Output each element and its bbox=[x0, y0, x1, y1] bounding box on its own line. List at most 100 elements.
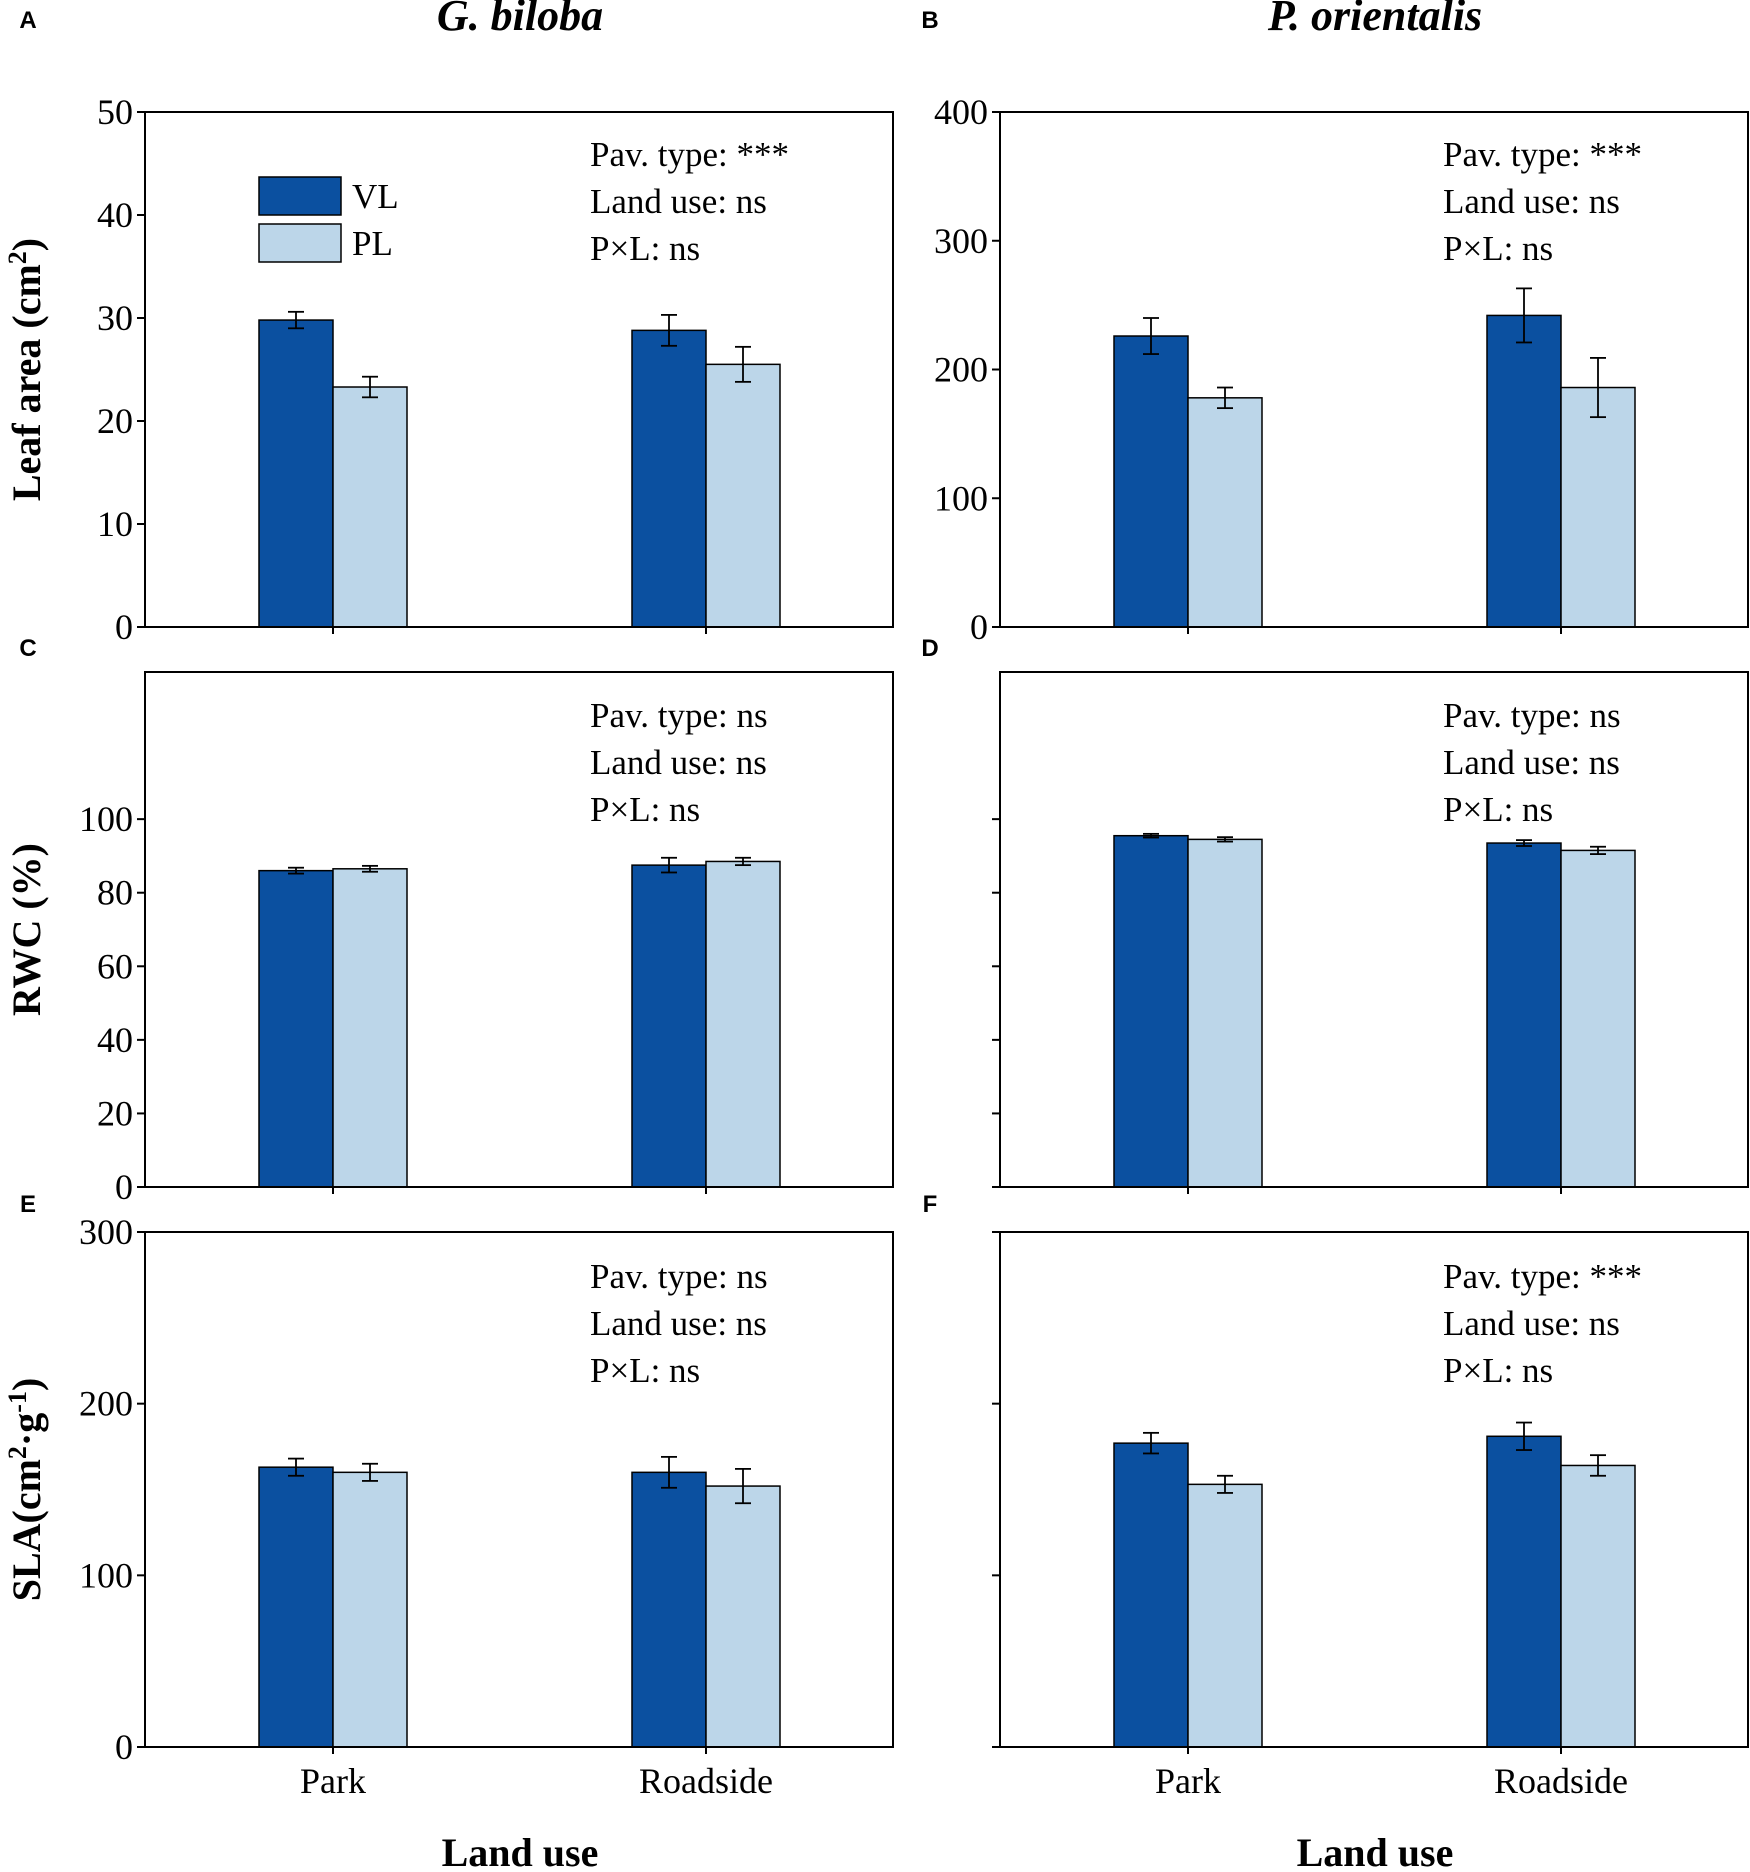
legend: VL PL bbox=[258, 176, 399, 263]
column-title-g-biloba: G. biloba bbox=[437, 0, 603, 40]
bar-vl-park bbox=[258, 319, 334, 628]
bar-pl-roadside bbox=[1560, 386, 1636, 628]
plot-frame bbox=[144, 1231, 894, 1748]
stat-annotation: Land use: ns bbox=[1443, 1304, 1620, 1343]
bar-vl-roadside bbox=[1486, 1435, 1562, 1748]
stat-annotation: Pav. type: ns bbox=[590, 696, 768, 735]
plot-frame bbox=[144, 111, 894, 628]
y-axis-title-part: Leaf area (cm bbox=[4, 264, 49, 501]
stat-annotation: Land use: ns bbox=[590, 182, 767, 221]
stat-annotation: Land use: ns bbox=[1443, 182, 1620, 221]
x-tick-label: Park bbox=[1155, 1761, 1221, 1801]
panel-letter: A bbox=[19, 7, 36, 34]
y-axis-title-part: 2 bbox=[3, 251, 32, 264]
y-axis-title-part: 2 bbox=[3, 1446, 32, 1459]
error-bar-vl-park bbox=[1143, 317, 1159, 355]
y-axis-title-part: ) bbox=[4, 1378, 49, 1391]
y-tick-label: 40 bbox=[97, 1020, 133, 1060]
bar-vl-park bbox=[1113, 335, 1189, 628]
error-bar-vl-park bbox=[1143, 832, 1159, 839]
y-tick-label: 60 bbox=[97, 946, 133, 986]
x-tick-label: Roadside bbox=[639, 1761, 773, 1801]
panel-b: B 0 100 200 300 400 Pav. type: *** Land use: ns… bbox=[921, 7, 1749, 647]
plot-frame bbox=[144, 671, 894, 1188]
error-bar-pl-park bbox=[1217, 836, 1233, 843]
y-tick-label: 80 bbox=[97, 873, 133, 913]
error-bar-pl-roadside bbox=[1590, 1454, 1606, 1477]
y-tick-label: 50 bbox=[97, 92, 133, 132]
panel-letter: F bbox=[923, 1191, 938, 1218]
bar-pl-park bbox=[332, 386, 408, 628]
legend-swatch-vl bbox=[258, 176, 342, 216]
stat-annotation: P×L: ns bbox=[590, 790, 700, 829]
error-bar-vl-roadside bbox=[1516, 287, 1532, 344]
stat-annotation: P×L: ns bbox=[1443, 229, 1553, 268]
y-axis-title: SLA(cm2·g-1) bbox=[3, 1378, 49, 1602]
y-tick-label: 200 bbox=[79, 1384, 133, 1424]
y-tick-label: 30 bbox=[97, 298, 133, 338]
y-tick-label: 100 bbox=[79, 1555, 133, 1595]
y-tick-label: 0 bbox=[115, 1727, 133, 1767]
stat-annotation: P×L: ns bbox=[590, 229, 700, 268]
error-bar-vl-park bbox=[288, 866, 304, 875]
stat-annotation: Pav. type: *** bbox=[1443, 1257, 1642, 1296]
stat-annotation: Pav. type: ns bbox=[1443, 696, 1621, 735]
error-bar-vl-roadside bbox=[661, 856, 677, 874]
legend-swatch-pl bbox=[258, 223, 342, 263]
error-bar-pl-roadside bbox=[1590, 357, 1606, 419]
x-tick-label: Park bbox=[300, 1761, 366, 1801]
stat-annotation: Land use: ns bbox=[590, 743, 767, 782]
error-bar-vl-roadside bbox=[1516, 1421, 1532, 1451]
y-axis-title-part: ·g bbox=[4, 1413, 49, 1446]
x-tick-label: Roadside bbox=[1494, 1761, 1628, 1801]
error-bar-pl-park bbox=[1217, 386, 1233, 410]
panel-f: F Park Roadside Pav. type: *** Land use: ns P… bbox=[923, 1191, 1749, 1801]
y-axis-title-part: SLA(cm bbox=[4, 1459, 49, 1601]
bar-pl-park bbox=[332, 1471, 408, 1748]
legend-label-vl: VL bbox=[352, 177, 399, 216]
y-axis-title-part: RWC (%) bbox=[4, 843, 49, 1016]
y-axis-title: RWC (%) bbox=[4, 843, 49, 1016]
stat-annotation: P×L: ns bbox=[1443, 1351, 1553, 1390]
legend-label-pl: PL bbox=[352, 224, 393, 263]
stat-annotation: P×L: ns bbox=[1443, 790, 1553, 829]
y-axis-title-part: -1 bbox=[3, 1391, 32, 1413]
y-tick-label: 400 bbox=[934, 92, 988, 132]
stat-annotation: Pav. type: ns bbox=[590, 1257, 768, 1296]
y-tick-label: 100 bbox=[79, 799, 133, 839]
error-bar-pl-park bbox=[1217, 1474, 1233, 1494]
y-tick-label: 300 bbox=[934, 221, 988, 261]
error-bar-vl-park bbox=[1143, 1431, 1159, 1455]
y-tick-label: 0 bbox=[115, 1167, 133, 1207]
stat-annotation: Land use: ns bbox=[590, 1304, 767, 1343]
panel-c: C 0 20 40 60 80 100 Pav. type: ns Land use: ns P×… bbox=[4, 635, 894, 1207]
bar-pl-park bbox=[1187, 397, 1263, 628]
error-bar-vl-park bbox=[288, 1457, 304, 1477]
y-tick-label: 40 bbox=[97, 195, 133, 235]
stat-annotation: P×L: ns bbox=[590, 1351, 700, 1390]
error-bar-pl-park bbox=[362, 1462, 378, 1482]
error-bar-pl-roadside bbox=[1590, 845, 1606, 855]
bar-pl-park bbox=[1187, 1483, 1263, 1748]
error-bar-vl-roadside bbox=[661, 314, 677, 347]
panel-letter: B bbox=[921, 7, 938, 34]
y-tick-label: 100 bbox=[934, 478, 988, 518]
error-bar-vl-park bbox=[288, 310, 304, 330]
stat-annotation: Pav. type: *** bbox=[590, 135, 789, 174]
panel-letter: C bbox=[19, 635, 36, 662]
y-axis-title-part: ) bbox=[4, 238, 49, 251]
plot-frame bbox=[999, 671, 1749, 1188]
error-bar-pl-roadside bbox=[735, 1468, 751, 1505]
bar-pl-roadside bbox=[1560, 1464, 1636, 1748]
y-tick-label: 10 bbox=[97, 504, 133, 544]
panel-letter: D bbox=[921, 635, 938, 662]
bar-vl-roadside bbox=[631, 329, 707, 628]
panel-letter: E bbox=[20, 1191, 36, 1218]
stat-annotation: Pav. type: *** bbox=[1443, 135, 1642, 174]
bar-vl-park bbox=[1113, 834, 1189, 1188]
y-tick-label: 0 bbox=[970, 607, 988, 647]
panel-e: E Park Roadside 0 100 200 300 Pav. type: ns Land… bbox=[3, 1191, 894, 1801]
error-bar-pl-park bbox=[362, 375, 378, 399]
bar-pl-park bbox=[1187, 838, 1263, 1188]
